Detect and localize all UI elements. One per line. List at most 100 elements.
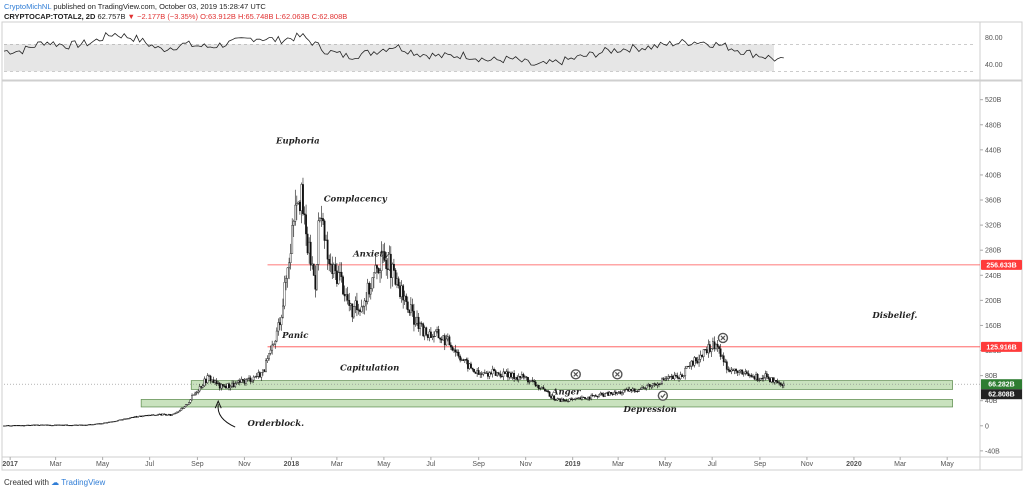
candle-body (571, 398, 574, 400)
candle-body (778, 382, 781, 384)
candle-body (371, 277, 374, 289)
candle-body (699, 354, 702, 360)
candle-body (633, 388, 636, 392)
candle-body (160, 413, 163, 416)
candle-body (721, 355, 724, 357)
candle-body (531, 379, 534, 382)
candle-body (50, 425, 53, 427)
candle-body (243, 380, 246, 384)
candle-body (89, 424, 92, 426)
candle-body (416, 316, 418, 324)
candle-body (345, 294, 348, 297)
candle-body (238, 380, 241, 383)
tradingview-link[interactable]: TradingView (61, 478, 106, 487)
price-chart[interactable]: 80.00 40.00 520B 480B 440B 400B 360B 320B 280B 2… (0, 0, 1024, 472)
candle-body (553, 395, 556, 400)
candle-body (587, 396, 589, 400)
candle-body (678, 377, 680, 379)
candle-body (446, 336, 449, 340)
candle-body (684, 368, 687, 377)
candle-body (231, 382, 233, 387)
time-tick-label: May (941, 461, 955, 468)
candle-body (562, 398, 565, 401)
candle-body (647, 384, 650, 387)
candle-body (201, 385, 204, 388)
candle-body (688, 365, 691, 367)
candle-body (651, 383, 654, 386)
candle-body (690, 360, 693, 367)
candle-body (362, 305, 364, 308)
candle-body (368, 282, 371, 295)
candle-body (226, 383, 229, 389)
candle-body (163, 413, 166, 415)
candle-body (4, 425, 7, 427)
candle-body (579, 397, 582, 400)
candle-body (487, 372, 489, 377)
tradingview-cloud-icon: ☁ (51, 478, 60, 487)
candle-body (340, 271, 343, 278)
candle-body (192, 394, 195, 396)
candle-body (471, 367, 474, 370)
author-name[interactable]: CryptoMichNL (4, 2, 52, 11)
candle-body (234, 383, 237, 387)
price-tick-label: 400B (985, 172, 1002, 179)
orderblock-arrow (217, 404, 236, 428)
candle-body (84, 424, 87, 426)
candle-body (7, 425, 10, 427)
candle-body (114, 421, 116, 423)
rsi-pane-border (1, 21, 1023, 81)
candle-body (681, 374, 684, 377)
candle-body (396, 278, 398, 285)
candle-body (630, 389, 633, 391)
candle-body (522, 374, 525, 378)
candle-body (645, 385, 648, 389)
candle-body (60, 424, 62, 426)
candle-body (414, 323, 417, 325)
candle-body (61, 424, 64, 426)
candle-body (86, 424, 89, 426)
candle-body (87, 424, 90, 426)
time-tick-label: Sep (754, 461, 767, 468)
candle-body (727, 369, 730, 371)
candle-body (339, 271, 341, 274)
candle-body (642, 387, 645, 389)
candle-body (16, 425, 19, 427)
candle-body (712, 341, 714, 349)
candle-body (200, 386, 203, 388)
candle-body (761, 377, 764, 379)
candle-body (588, 396, 591, 400)
close-price-badge (981, 389, 1022, 400)
price-tick-label: 320B (985, 223, 1002, 230)
candle-body (707, 344, 710, 354)
phase-annotation: Orderblock. (248, 419, 305, 429)
candle-body (271, 344, 274, 351)
candle-body (533, 380, 536, 383)
candle-body (570, 398, 573, 400)
candle-body (265, 360, 267, 372)
candle-body (631, 388, 634, 391)
candle-body (499, 373, 502, 377)
candle-body (454, 349, 457, 353)
level-badge-label: 256.633B (986, 262, 1016, 269)
candle-body (6, 425, 8, 427)
published-info: published on TradingView.com, October 03… (53, 2, 266, 11)
candle-body (599, 393, 602, 396)
created-with-label: Created with (4, 478, 49, 487)
phase-annotation: Panic (281, 331, 309, 341)
price-tick-label: 240B (985, 273, 1002, 280)
candle-body (331, 264, 334, 275)
candle-body (627, 388, 630, 392)
candle-body (417, 316, 420, 329)
candle-body (673, 374, 676, 380)
candle-body (9, 425, 12, 427)
candle-body (655, 384, 657, 386)
candle-body (183, 406, 186, 409)
time-tick-label: May (96, 461, 110, 468)
candle-body (326, 239, 329, 260)
candle-body (27, 424, 30, 426)
candle-body (744, 371, 747, 374)
candle-body (497, 372, 500, 375)
candle-body (3, 425, 5, 427)
symbol-label: CRYPTOCAP:TOTAL2, 2D (4, 12, 96, 21)
candle-body (166, 414, 169, 416)
